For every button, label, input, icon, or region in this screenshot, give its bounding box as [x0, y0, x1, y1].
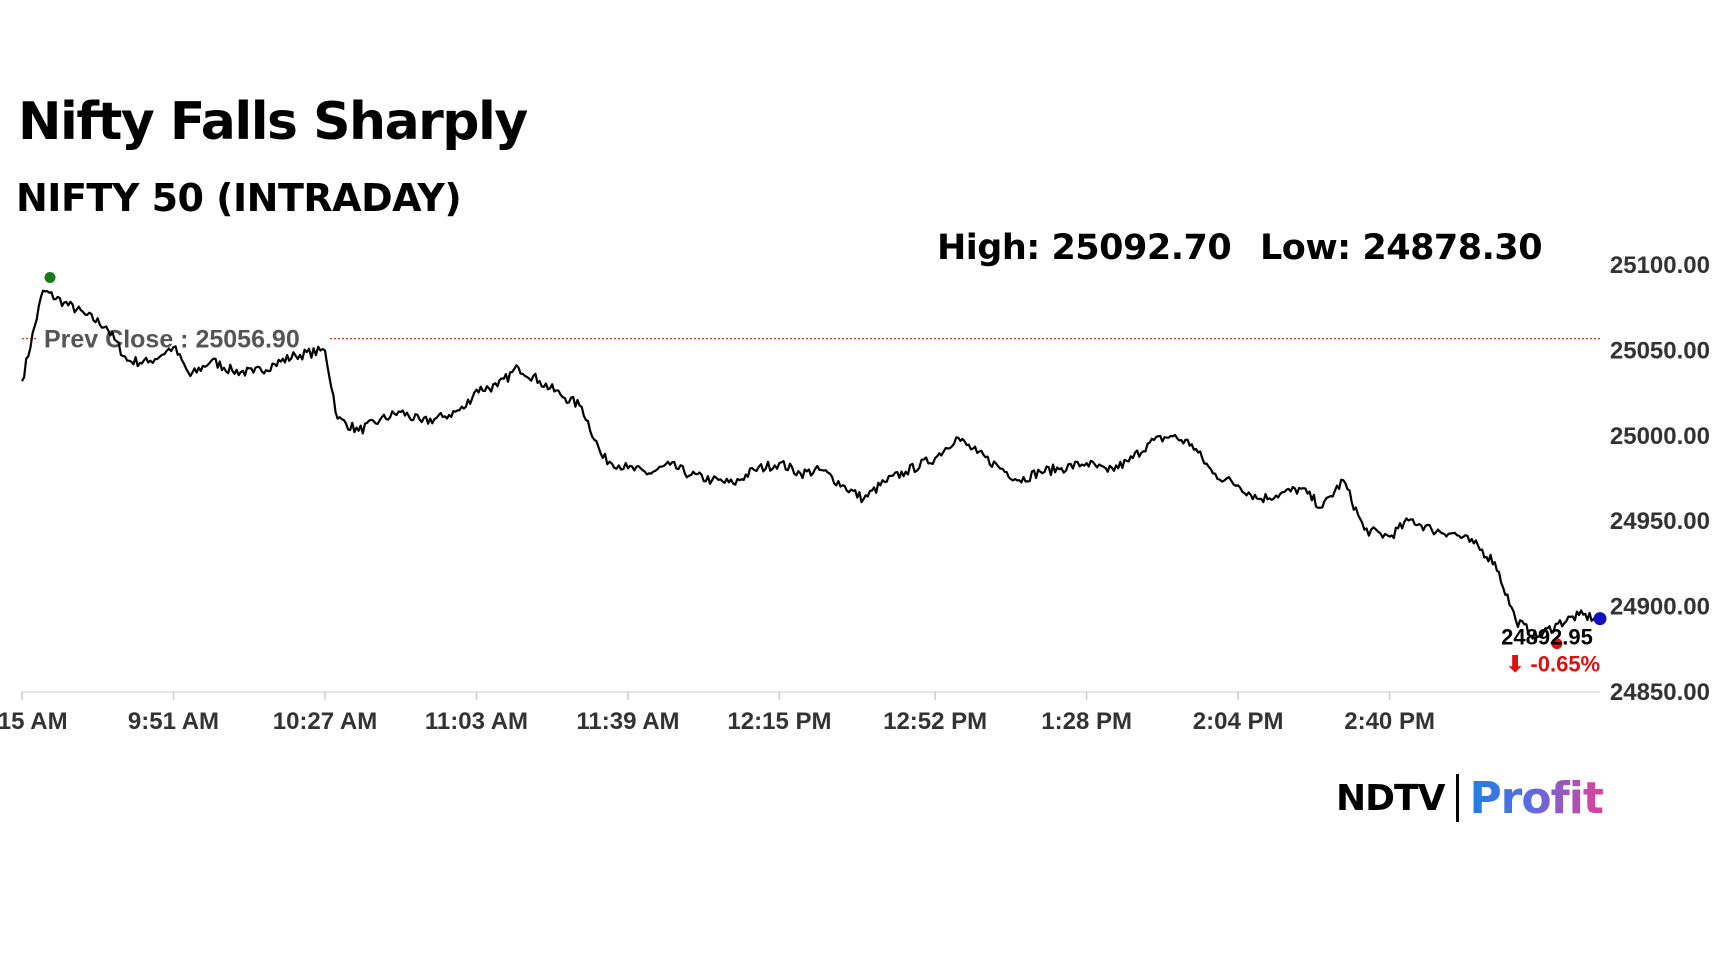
low-marker — [1551, 638, 1563, 650]
y-axis: 25100.00 25050.00 25000.00 24950.00 24900.00… — [1610, 252, 1710, 706]
y-tick-label: 24850.00 — [1610, 679, 1710, 706]
x-tick-label: 2:04 PM — [1193, 708, 1284, 735]
ndtv-profit-logo: NDTV Profit — [1336, 772, 1604, 824]
y-tick-label: 25050.00 — [1610, 337, 1710, 364]
y-tick-label: 24900.00 — [1610, 594, 1710, 621]
price-line — [21, 289, 1601, 640]
x-tick-label: 11:03 AM — [425, 708, 528, 735]
y-tick-label: 24950.00 — [1610, 508, 1710, 535]
low-label: Low: 24878.30 — [1260, 228, 1543, 268]
y-tick-label: 25000.00 — [1610, 423, 1710, 450]
change-percent-label: ⬇ -0.65% — [1506, 652, 1600, 677]
chart-subtitle: NIFTY 50 (INTRADAY) — [16, 176, 462, 220]
last-price-marker — [1593, 612, 1607, 626]
plot-area: Prev Close : 25056.90 — [21, 289, 1601, 640]
chart-title: Nifty Falls Sharply — [18, 92, 528, 152]
high-marker — [44, 271, 56, 283]
x-tick-label: 11:39 AM — [576, 708, 679, 735]
y-tick-label: 25100.00 — [1610, 252, 1710, 279]
x-tick-label: 9:51 AM — [128, 708, 219, 735]
x-axis: 9:15 AM 9:51 AM 10:27 AM 11:03 AM 11:39 AM 12… — [0, 691, 1600, 735]
x-tick-label: 1:28 PM — [1041, 708, 1132, 735]
logo-profit-text: Profit — [1469, 772, 1603, 824]
x-tick-label: 12:15 PM — [727, 708, 831, 735]
x-tick-label: 12:52 PM — [883, 708, 987, 735]
high-label: High: 25092.70 — [937, 228, 1232, 268]
last-price-label: 24892.95 — [1501, 625, 1593, 650]
logo-ndtv-text: NDTV — [1336, 777, 1445, 819]
prev-close-label-bg — [38, 322, 328, 355]
x-tick-label: 9:15 AM — [0, 708, 68, 735]
x-tick-label: 2:40 PM — [1344, 708, 1435, 735]
logo-divider — [1456, 774, 1460, 822]
x-tick-label: 10:27 AM — [273, 708, 377, 735]
chart-markers: 24892.95⬇ -0.65% — [44, 271, 1607, 677]
